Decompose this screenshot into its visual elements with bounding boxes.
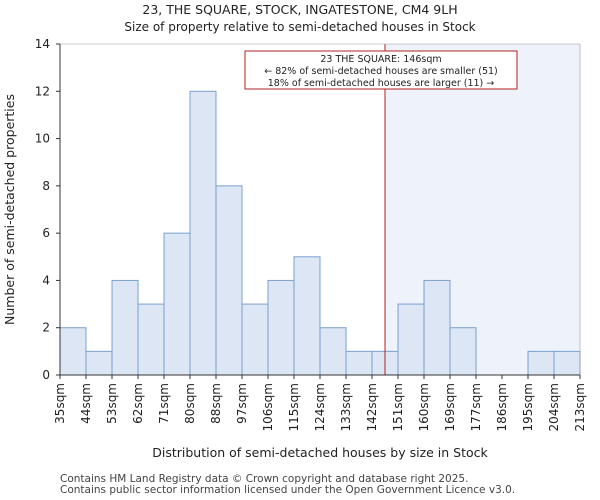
bars [59,90,581,376]
bar-151sqm [397,303,425,376]
x-tick-label: 71sqm [157,383,171,424]
bar-53sqm [111,279,139,376]
y-tick-label: 12 [35,84,50,98]
x-tick-label: 44sqm [79,383,93,424]
annotation-line-1: 23 THE SQUARE: 146sqm [320,54,441,65]
x-tick-label: 142sqm [365,383,379,431]
x-tick-label: 80sqm [183,383,197,424]
x-tick-label: 88sqm [209,383,223,424]
y-tick-label: 14 [35,37,50,51]
axes: 0 2 4 6 8 10 12 14 35sqm 44sqm 53sqm 62sqm 71sqm 80sq… [35,37,587,431]
x-axis-label: Distribution of semi-detached houses by … [152,445,488,460]
bar-88sqm [215,185,243,376]
chart-title: 23, THE SQUARE, STOCK, INGATESTONE, CM4 … [142,2,458,17]
annotation-box: 23 THE SQUARE: 146sqm ← 82% of semi-deta… [244,50,518,90]
x-tick-label: 160sqm [417,383,431,431]
y-tick-label: 8 [42,179,50,193]
x-tick-label: 195sqm [521,383,535,431]
bar-97sqm [241,303,269,376]
footer-licence: Contains public sector information licen… [60,484,516,496]
y-tick-label: 2 [42,321,50,335]
bar-133sqm [345,350,373,376]
x-tick-label: 35sqm [53,383,67,424]
y-tick-label: 4 [42,273,50,287]
x-tick-label: 177sqm [469,383,483,431]
bar-124sqm [319,327,347,376]
footer-copyright: Contains HM Land Registry data © Crown c… [60,473,469,485]
chart-subtitle: Size of property relative to semi-detach… [124,20,476,34]
x-tick-label: 106sqm [261,383,275,431]
y-tick-label: 6 [42,226,50,240]
bar-160sqm [423,279,451,376]
x-tick-label: 133sqm [339,383,353,431]
x-tick-label: 115sqm [287,383,301,431]
x-tick-label: 204sqm [547,383,561,431]
bar-44sqm [85,350,113,376]
bar-195sqm [527,350,555,376]
annotation-line-3: 18% of semi-detached houses are larger (… [268,78,495,89]
y-axis-label: Number of semi-detached properties [2,94,17,325]
bar-106sqm [267,279,295,376]
x-tick-label: 213sqm [573,383,587,431]
x-tick-label: 62sqm [131,383,145,424]
bar-35sqm [59,327,87,376]
annotation-frame [244,50,518,90]
bar-115sqm [293,256,321,376]
bar-71sqm [163,232,191,376]
bar-169sqm [449,327,477,376]
y-tick-label: 0 [42,368,50,382]
bar-62sqm [137,303,165,376]
x-tick-label: 151sqm [391,383,405,431]
y-tick-label: 10 [35,132,50,146]
x-tick-label: 53sqm [105,383,119,424]
annotation-line-2: ← 82% of semi-detached houses are smalle… [264,66,498,77]
x-tick-label: 97sqm [235,383,249,424]
x-tick-label: 124sqm [313,383,327,431]
x-tick-label: 169sqm [443,383,457,431]
bar-204sqm [553,350,581,376]
bar-80sqm [189,90,217,376]
x-tick-label: 186sqm [495,383,509,431]
